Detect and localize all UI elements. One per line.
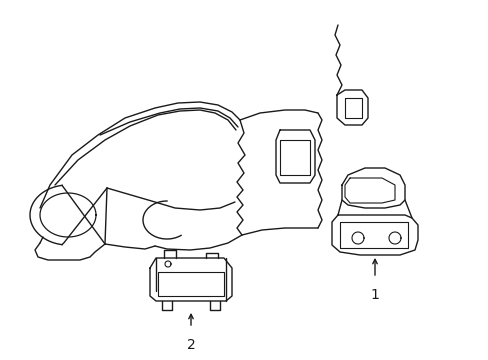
Text: 1: 1 <box>370 288 379 302</box>
Text: 2: 2 <box>186 338 195 352</box>
